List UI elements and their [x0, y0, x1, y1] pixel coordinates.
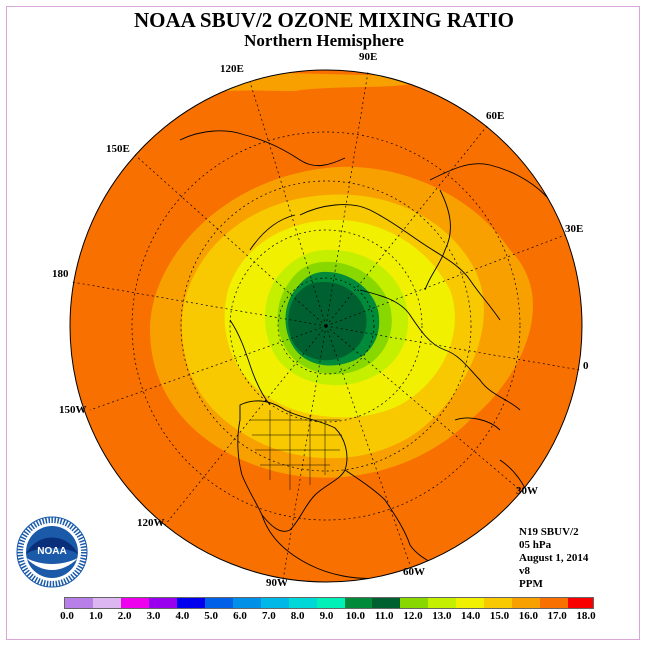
noaa-logo-text: NOAA [37, 546, 66, 557]
colorbar-tick-label: 2.0 [117, 610, 132, 622]
lon-label-0: 0 [583, 360, 589, 372]
colorbar-swatch [512, 598, 541, 608]
colorbar-swatch [428, 598, 457, 608]
colorbar-swatch [148, 598, 177, 608]
colorbar-swatch [372, 598, 401, 608]
colorbar-tick-label: 3.0 [146, 610, 161, 622]
colorbar-swatch [176, 598, 205, 608]
info-instrument: N19 SBUV/2 [519, 526, 579, 538]
colorbar-tick-label: 9.0 [319, 610, 334, 622]
colorbar-tick-label: 12.0 [403, 610, 423, 622]
meridians [71, 71, 581, 581]
lon-label-120e: 120E [220, 63, 244, 75]
colorbar-tick-label: 8.0 [290, 610, 305, 622]
colorbar-tick-label: 14.0 [461, 610, 481, 622]
colorbar-swatch [540, 598, 569, 608]
lon-label-90w: 90W [266, 577, 288, 589]
colorbar-swatch [484, 598, 513, 608]
colorbar-tick-label: 13.0 [432, 610, 452, 622]
colorbar-ticks: 0.0 1.0 2.0 3.0 4.0 5.0 6.0 7.0 8.0 9.0 10.0 11.0 12… [0, 610, 648, 624]
colorbar-tick-label: 5.0 [204, 610, 219, 622]
colorbar-swatch [456, 598, 485, 608]
lon-label-30e: 30E [565, 223, 584, 235]
colorbar-swatch [204, 598, 233, 608]
colorbar-swatch [232, 598, 261, 608]
us-state-lines [250, 410, 342, 490]
colorbar-tick-label: 1.0 [88, 610, 103, 622]
noaa-logo: NOAA [16, 516, 88, 588]
colorbar-tick-label: 17.0 [547, 610, 567, 622]
lon-label-60e: 60E [486, 110, 505, 122]
colorbar-swatch [316, 598, 345, 608]
colorbar-tick-label: 6.0 [233, 610, 247, 622]
colorbar-swatch [92, 598, 121, 608]
colorbar [64, 597, 595, 609]
colorbar-tick-label: 0.0 [60, 610, 74, 622]
colorbar-swatch [400, 598, 429, 608]
colorbar-tick-label: 16.0 [518, 610, 538, 622]
info-block: N19 SBUV/2 05 hPa August 1, 2014 v8 PPM [519, 526, 588, 591]
lon-label-60w: 60W [403, 566, 425, 578]
colorbar-swatch [288, 598, 317, 608]
colorbar-tick-label: 10.0 [345, 610, 365, 622]
colorbar-tick-label: 15.0 [489, 610, 510, 622]
lon-label-150e: 150E [106, 143, 130, 155]
colorbar-swatch [120, 598, 149, 608]
info-units: PPM [519, 578, 543, 590]
lon-label-120w: 120W [137, 517, 165, 529]
info-date: August 1, 2014 [519, 552, 589, 564]
colorbar-tick-label: 18.0 [576, 610, 596, 622]
band-core [288, 281, 367, 361]
map-subtitle: Northern Hemisphere [244, 31, 404, 50]
info-level: 05 hPa [519, 539, 552, 551]
colorbar-tick-label: 7.0 [261, 610, 276, 622]
latitude-circles [131, 131, 521, 521]
band-15 [150, 70, 582, 130]
lon-label-30w: 30W [516, 485, 538, 497]
map-title: NOAA SBUV/2 OZONE MIXING RATIO [134, 8, 514, 32]
lon-label-180: 180 [52, 268, 69, 280]
lon-label-90e: 90E [359, 51, 378, 63]
colorbar-tick-label: 4.0 [175, 610, 190, 622]
colorbar-swatch [568, 598, 594, 608]
colorbar-tick-label: 11.0 [374, 610, 394, 622]
colorbar-swatch [344, 598, 373, 608]
colorbar-swatch [65, 598, 93, 608]
colorbar-swatch [260, 598, 289, 608]
image-frame [6, 6, 640, 640]
lon-label-150w: 150W [59, 404, 87, 416]
info-version: v8 [519, 565, 530, 577]
map-outline [69, 69, 583, 583]
